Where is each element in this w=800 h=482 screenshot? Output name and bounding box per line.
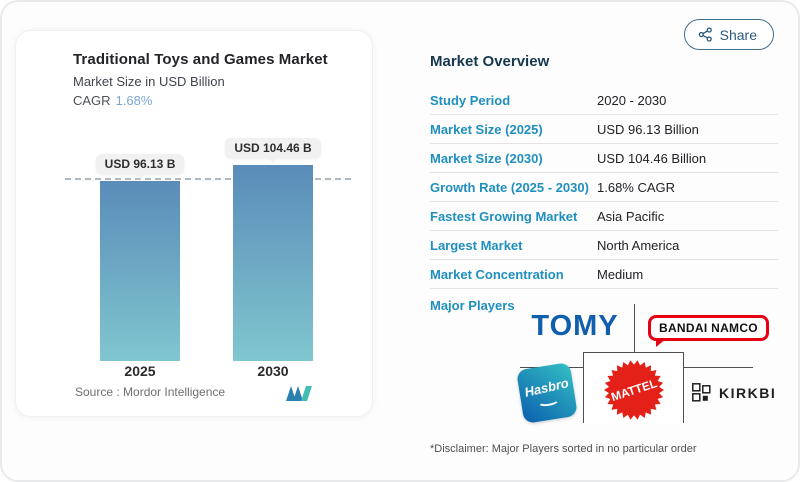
overview-table: Study Period 2020 - 2030 Market Size (20…: [430, 86, 778, 289]
overview-heading: Market Overview: [430, 53, 550, 70]
row-label: Growth Rate (2025 - 2030): [430, 179, 589, 195]
table-row: Fastest Growing Market Asia Pacific: [430, 202, 778, 231]
major-players-label: Major Players: [430, 298, 515, 313]
hasbro-logo: Hasbro: [516, 362, 578, 424]
reference-dashed-line: [65, 178, 351, 180]
table-row: Growth Rate (2025 - 2030) 1.68% CAGR: [430, 173, 778, 202]
bar-value-label-2030: USD 104.46 B: [225, 138, 321, 158]
cagr-value: 1.68%: [115, 93, 153, 108]
bar-chart-area: USD 96.13 B USD 104.46 B: [65, 133, 351, 361]
mattel-logo: MATTEL: [604, 360, 664, 420]
row-value: Medium: [597, 266, 644, 282]
kirkbi-logo-text: KIRKBI: [719, 384, 777, 401]
table-row: Market Size (2025) USD 96.13 Billion: [430, 115, 778, 144]
players-grid-horizontal-line-right: [684, 367, 753, 368]
share-button[interactable]: Share: [683, 19, 774, 50]
cagr-label: CAGR: [73, 93, 111, 108]
chart-cagr-line: CAGR 1.68%: [73, 93, 152, 108]
share-icon: [698, 27, 712, 42]
row-value: USD 104.46 Billion: [597, 150, 707, 166]
bar-group-2030: USD 104.46 B: [225, 138, 321, 361]
row-value: Asia Pacific: [597, 208, 665, 224]
tomy-logo: TOMY: [531, 310, 619, 342]
bandai-namco-logo: BANDAI NAMCO: [648, 315, 769, 347]
bar-value-label-2025: USD 96.13 B: [95, 154, 185, 174]
x-axis-label-2030: 2030: [257, 363, 289, 379]
bar-group-2025: USD 96.13 B: [95, 154, 185, 361]
table-row: Market Concentration Medium: [430, 260, 778, 289]
row-label: Market Concentration: [430, 266, 564, 282]
row-label: Market Size (2025): [430, 121, 543, 137]
row-value: North America: [597, 237, 680, 253]
mordor-intelligence-logo-icon: [286, 386, 312, 401]
row-label: Market Size (2030): [430, 150, 543, 166]
share-button-label: Share: [719, 26, 757, 43]
players-grid-vertical-line: [634, 304, 635, 352]
kirkbi-logo: KIRKBI: [692, 383, 776, 402]
row-label: Largest Market: [430, 237, 523, 253]
market-size-chart-card: Traditional Toys and Games Market Market…: [15, 30, 373, 417]
table-row: Market Size (2030) USD 104.46 Billion: [430, 144, 778, 173]
kirkbi-brick-icon: [692, 383, 711, 402]
table-row: Study Period 2020 - 2030: [430, 86, 778, 115]
row-label: Fastest Growing Market: [430, 208, 578, 224]
bar-rect: [100, 181, 180, 361]
chart-title: Traditional Toys and Games Market: [73, 51, 328, 68]
x-axis-label-2025: 2025: [124, 363, 156, 379]
row-value: 2020 - 2030: [597, 92, 667, 108]
players-disclaimer: *Disclaimer: Major Players sorted in no …: [430, 443, 697, 455]
row-value: 1.68% CAGR: [597, 179, 676, 195]
bar-rect: [233, 165, 313, 361]
table-row: Largest Market North America: [430, 231, 778, 260]
source-attribution: Source : Mordor Intelligence: [75, 385, 226, 399]
row-value: USD 96.13 Billion: [597, 121, 699, 137]
chart-subtitle: Market Size in USD Billion: [73, 74, 225, 89]
row-label: Study Period: [430, 92, 511, 108]
